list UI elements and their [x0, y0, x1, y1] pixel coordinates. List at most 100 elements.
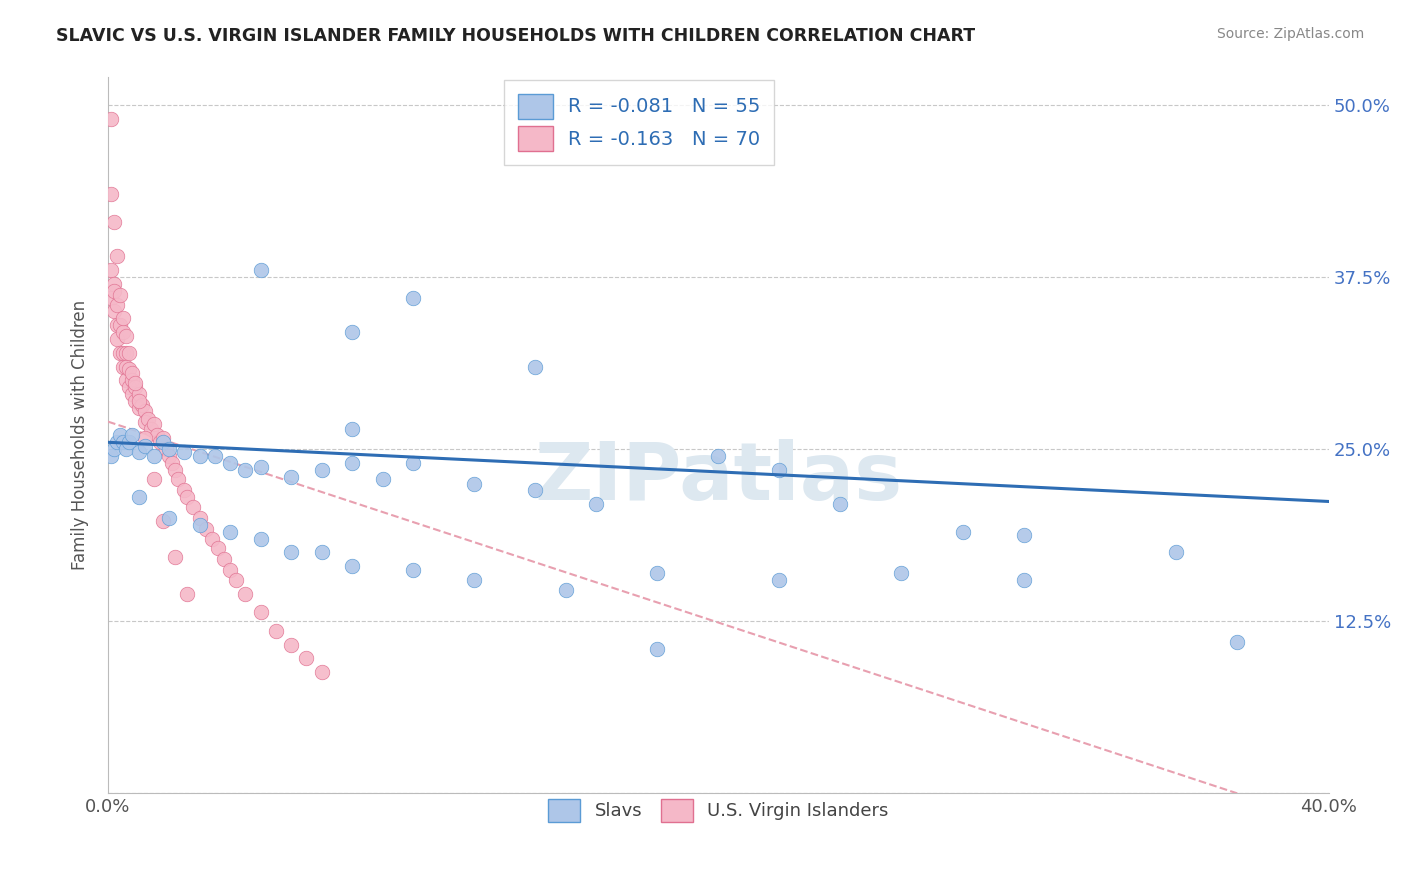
Point [524, 359, 547, 374]
Point [173, 445, 195, 459]
Point [115, 373, 138, 387]
Point [647, 641, 669, 656]
Point [311, 463, 333, 477]
Point [311, 665, 333, 680]
Point [264, 624, 287, 638]
Point [402, 291, 425, 305]
Point [118, 435, 141, 450]
Point [201, 532, 224, 546]
Point [188, 511, 211, 525]
Point [105, 249, 128, 263]
Point [152, 431, 174, 445]
Point [402, 563, 425, 577]
Point [152, 435, 174, 450]
Point [128, 394, 150, 409]
Point [100, 187, 122, 202]
Point [112, 346, 135, 360]
Point [233, 587, 256, 601]
Point [105, 332, 128, 346]
Point [139, 421, 162, 435]
Point [103, 215, 125, 229]
Point [176, 587, 198, 601]
Text: SLAVIC VS U.S. VIRGIN ISLANDER FAMILY HOUSEHOLDS WITH CHILDREN CORRELATION CHART: SLAVIC VS U.S. VIRGIN ISLANDER FAMILY HO… [56, 27, 976, 45]
Point [1226, 635, 1249, 649]
Point [1012, 573, 1035, 587]
Point [176, 491, 198, 505]
Point [108, 428, 131, 442]
Legend: Slavs, U.S. Virgin Islanders: Slavs, U.S. Virgin Islanders [536, 786, 901, 834]
Point [108, 346, 131, 360]
Point [124, 380, 146, 394]
Point [249, 263, 271, 277]
Point [207, 541, 229, 556]
Point [204, 449, 226, 463]
Point [768, 463, 790, 477]
Point [463, 573, 485, 587]
Point [105, 318, 128, 333]
Text: ZIPatlas: ZIPatlas [534, 440, 903, 517]
Point [146, 428, 169, 442]
Point [157, 449, 180, 463]
Point [100, 112, 122, 126]
Point [112, 325, 135, 339]
Point [173, 483, 195, 498]
Point [131, 398, 153, 412]
Point [707, 449, 730, 463]
Point [890, 566, 912, 580]
Point [585, 497, 607, 511]
Point [103, 304, 125, 318]
Point [103, 442, 125, 457]
Point [100, 449, 122, 463]
Point [121, 428, 143, 442]
Point [128, 401, 150, 415]
Point [1166, 545, 1188, 559]
Point [108, 318, 131, 333]
Point [118, 380, 141, 394]
Point [157, 442, 180, 457]
Point [115, 346, 138, 360]
Point [128, 491, 150, 505]
Point [128, 387, 150, 401]
Point [105, 435, 128, 450]
Point [128, 445, 150, 459]
Point [134, 431, 156, 445]
Point [219, 563, 242, 577]
Point [249, 532, 271, 546]
Point [340, 421, 363, 435]
Point [142, 473, 165, 487]
Point [115, 329, 138, 343]
Point [311, 545, 333, 559]
Point [160, 456, 183, 470]
Point [103, 284, 125, 298]
Point [768, 573, 790, 587]
Point [103, 277, 125, 291]
Point [157, 511, 180, 525]
Point [830, 497, 852, 511]
Point [647, 566, 669, 580]
Point [165, 463, 187, 477]
Point [233, 463, 256, 477]
Point [142, 417, 165, 432]
Point [134, 415, 156, 429]
Point [105, 297, 128, 311]
Point [121, 387, 143, 401]
Point [112, 359, 135, 374]
Point [155, 442, 177, 457]
Point [249, 605, 271, 619]
Point [112, 435, 135, 450]
Text: Source: ZipAtlas.com: Source: ZipAtlas.com [1216, 27, 1364, 41]
Point [136, 412, 159, 426]
Point [524, 483, 547, 498]
Point [219, 524, 242, 539]
Point [280, 638, 302, 652]
Point [280, 545, 302, 559]
Point [118, 362, 141, 376]
Point [124, 376, 146, 390]
Point [952, 524, 974, 539]
Point [152, 514, 174, 528]
Point [371, 473, 394, 487]
Point [100, 263, 122, 277]
Point [142, 449, 165, 463]
Point [402, 456, 425, 470]
Point [194, 522, 217, 536]
